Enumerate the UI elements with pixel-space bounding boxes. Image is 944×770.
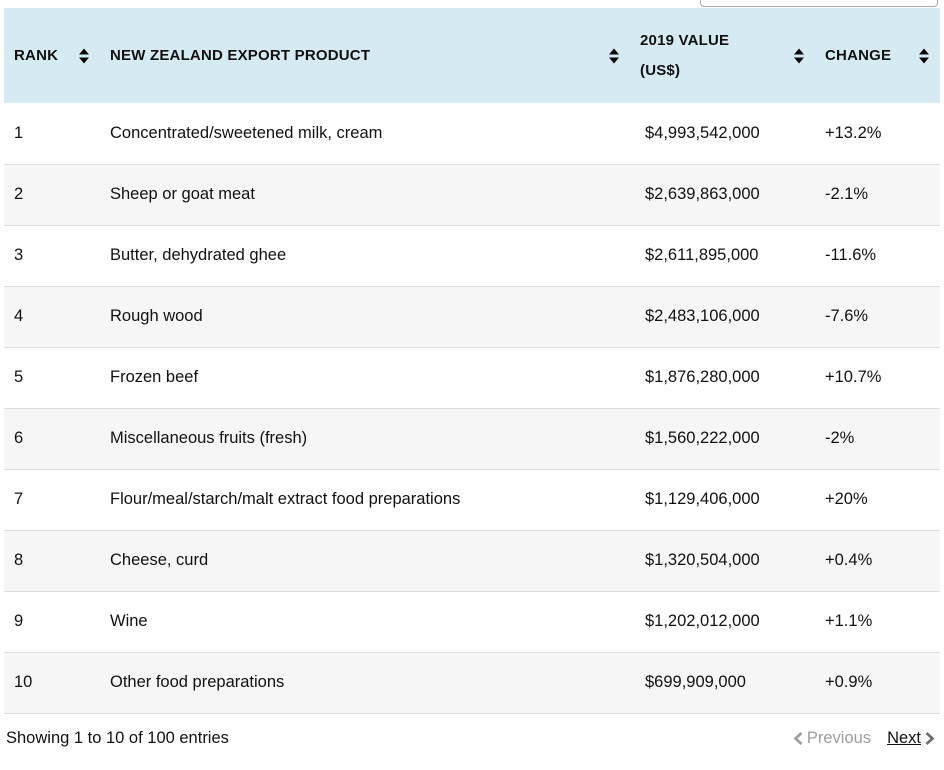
rank-cell: 8 — [4, 530, 100, 592]
change-cell: -11.6% — [815, 225, 940, 287]
change-cell: +1.1% — [815, 591, 940, 653]
column-header-product[interactable]: NEW ZEALAND EXPORT PRODUCT — [100, 8, 630, 103]
column-header-change[interactable]: CHANGE — [815, 8, 940, 103]
product-cell: Wine — [100, 591, 630, 653]
column-label: CHANGE — [825, 46, 892, 64]
previous-label: Previous — [806, 728, 872, 747]
column-header-rank[interactable]: RANK — [4, 8, 100, 103]
rank-cell: 7 — [4, 469, 100, 531]
rank-cell: 3 — [4, 225, 100, 287]
column-label: 2019 VALUE (US$) — [640, 31, 730, 79]
value-cell: $4,993,542,000 — [630, 103, 815, 165]
table-row: 1 Concentrated/sweetened milk, cream $4,… — [4, 103, 940, 165]
table-row: 7 Flour/meal/starch/malt extract food pr… — [4, 469, 940, 531]
product-cell: Sheep or goat meat — [100, 164, 630, 226]
value-cell: $1,320,504,000 — [630, 530, 815, 592]
change-cell: +20% — [815, 469, 940, 531]
rank-cell: 10 — [4, 652, 100, 714]
product-cell: Frozen beef — [100, 347, 630, 409]
table-footer: Showing 1 to 10 of 100 entries Previous … — [4, 714, 940, 748]
table-body: 1 Concentrated/sweetened milk, cream $4,… — [4, 103, 940, 714]
product-cell: Cheese, curd — [100, 530, 630, 592]
export-table-page: RANK NEW ZEALAND EXPORT PRODUCT 2019 VAL… — [4, 0, 940, 748]
next-label: Next — [887, 728, 921, 747]
value-cell: $1,202,012,000 — [630, 591, 815, 653]
value-cell: $1,129,406,000 — [630, 469, 815, 531]
value-cell: $1,560,222,000 — [630, 408, 815, 470]
product-cell: Rough wood — [100, 286, 630, 348]
entries-status: Showing 1 to 10 of 100 entries — [6, 728, 229, 747]
export-products-table: RANK NEW ZEALAND EXPORT PRODUCT 2019 VAL… — [4, 8, 940, 714]
change-cell: +0.4% — [815, 530, 940, 592]
change-cell: -7.6% — [815, 286, 940, 348]
chevron-left-icon — [793, 731, 803, 745]
table-row: 6 Miscellaneous fruits (fresh) $1,560,22… — [4, 408, 940, 470]
change-cell: +13.2% — [815, 103, 940, 165]
sort-icon[interactable] — [919, 48, 929, 63]
rank-cell: 2 — [4, 164, 100, 226]
sort-icon[interactable] — [794, 48, 804, 63]
change-cell: -2.1% — [815, 164, 940, 226]
table-row: 8 Cheese, curd $1,320,504,000 +0.4% — [4, 530, 940, 592]
change-cell: -2% — [815, 408, 940, 470]
rank-cell: 9 — [4, 591, 100, 653]
table-row: 5 Frozen beef $1,876,280,000 +10.7% — [4, 347, 940, 409]
sort-icon[interactable] — [79, 48, 89, 63]
table-row: 9 Wine $1,202,012,000 +1.1% — [4, 591, 940, 653]
product-cell: Butter, dehydrated ghee — [100, 225, 630, 287]
pagination: Previous Next — [792, 729, 938, 748]
table-row: 4 Rough wood $2,483,106,000 -7.6% — [4, 286, 940, 348]
table-row: 2 Sheep or goat meat $2,639,863,000 -2.1… — [4, 164, 940, 226]
rank-cell: 4 — [4, 286, 100, 348]
change-cell: +0.9% — [815, 652, 940, 714]
rank-cell: 1 — [4, 103, 100, 165]
column-header-value[interactable]: 2019 VALUE (US$) — [630, 8, 815, 103]
previous-page-button[interactable]: Previous — [792, 729, 871, 748]
value-cell: $2,483,106,000 — [630, 286, 815, 348]
table-row: 10 Other food preparations $699,909,000 … — [4, 652, 940, 714]
value-cell: $2,639,863,000 — [630, 164, 815, 226]
value-cell: $1,876,280,000 — [630, 347, 815, 409]
column-label: RANK — [14, 46, 59, 64]
change-cell: +10.7% — [815, 347, 940, 409]
sort-icon[interactable] — [609, 48, 619, 63]
table-header: RANK NEW ZEALAND EXPORT PRODUCT 2019 VAL… — [4, 8, 940, 103]
rank-cell: 6 — [4, 408, 100, 470]
value-cell: $699,909,000 — [630, 652, 815, 714]
product-cell: Concentrated/sweetened milk, cream — [100, 103, 630, 165]
chevron-right-icon — [925, 731, 935, 745]
product-cell: Other food preparations — [100, 652, 630, 714]
product-cell: Flour/meal/starch/malt extract food prep… — [100, 469, 630, 531]
search-input[interactable] — [700, 0, 938, 7]
value-cell: $2,611,895,000 — [630, 225, 815, 287]
column-label: NEW ZEALAND EXPORT PRODUCT — [110, 46, 371, 64]
product-cell: Miscellaneous fruits (fresh) — [100, 408, 630, 470]
rank-cell: 5 — [4, 347, 100, 409]
table-row: 3 Butter, dehydrated ghee $2,611,895,000… — [4, 225, 940, 287]
next-page-button[interactable]: Next — [887, 729, 936, 748]
